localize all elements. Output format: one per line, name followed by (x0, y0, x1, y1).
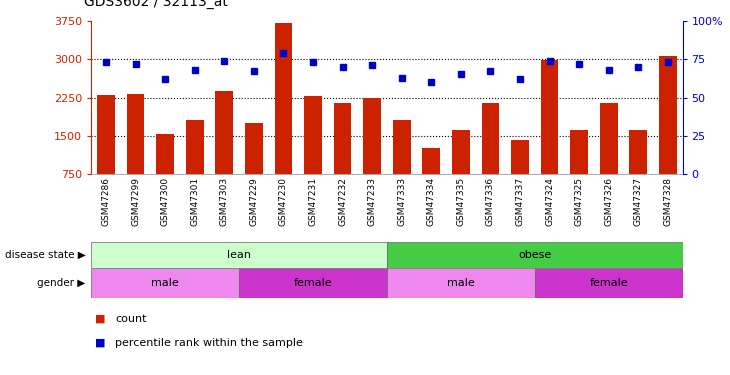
Bar (541, 60, 558, 174)
Text: female: female (589, 278, 628, 288)
Bar (452, 130, 469, 174)
Bar (535, 268, 683, 298)
Bar (387, 268, 534, 298)
Text: disease state ▶: disease state ▶ (4, 250, 85, 260)
Bar (570, 129, 588, 174)
Bar (97, 95, 115, 174)
Bar (304, 96, 322, 174)
Bar (127, 94, 145, 174)
Text: ■: ■ (95, 314, 105, 324)
Bar (364, 98, 381, 174)
Text: male: male (151, 278, 179, 288)
Bar (91, 242, 387, 268)
Bar (511, 140, 529, 174)
Text: female: female (293, 278, 332, 288)
Bar (186, 120, 204, 174)
Bar (334, 103, 351, 174)
Bar (156, 134, 174, 174)
Bar (215, 92, 233, 174)
Text: obese: obese (518, 250, 551, 260)
Bar (274, 23, 292, 174)
Bar (91, 268, 239, 298)
Bar (239, 268, 387, 298)
Text: count: count (115, 314, 147, 324)
Bar (387, 242, 683, 268)
Bar (245, 123, 263, 174)
Text: gender ▶: gender ▶ (37, 278, 85, 288)
Text: percentile rank within the sample: percentile rank within the sample (115, 338, 303, 348)
Bar (600, 103, 618, 174)
Text: male: male (447, 278, 474, 288)
Bar (482, 103, 499, 174)
Text: lean: lean (227, 250, 251, 260)
Text: ■: ■ (95, 338, 105, 348)
Bar (629, 129, 647, 174)
Bar (393, 120, 410, 174)
Bar (659, 56, 677, 174)
Text: GDS3602 / 32113_at: GDS3602 / 32113_at (84, 0, 228, 9)
Bar (423, 148, 440, 174)
